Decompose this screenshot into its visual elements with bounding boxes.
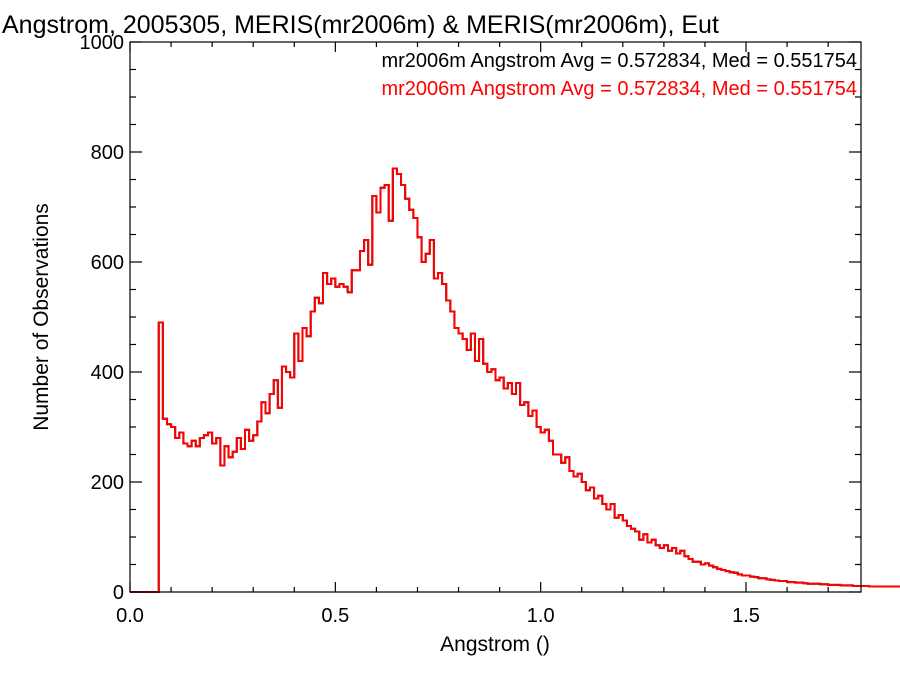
histogram-series-0 bbox=[130, 167, 900, 593]
y-tick-label: 200 bbox=[91, 472, 124, 494]
x-tick-label: 1.0 bbox=[527, 605, 555, 627]
stats-annotation-black: mr2006m Angstrom Avg = 0.572834, Med = 0… bbox=[381, 50, 857, 72]
y-tick-label: 600 bbox=[91, 252, 124, 274]
y-axis-label: Number of Observations bbox=[30, 203, 53, 431]
y-tick-label: 800 bbox=[91, 142, 124, 164]
axis-ticks: 0.0 0.5 1.0 1.5 0 200 400 600 800 1000 bbox=[80, 32, 861, 627]
stats-annotation-red: mr2006m Angstrom Avg = 0.572834, Med = 0… bbox=[381, 78, 857, 100]
y-tick-label: 1000 bbox=[80, 32, 125, 54]
y-tick-label: 0 bbox=[113, 582, 124, 604]
y-tick-label: 400 bbox=[91, 362, 124, 384]
x-tick-label: 1.5 bbox=[732, 605, 760, 627]
x-tick-label: 0.5 bbox=[321, 605, 349, 627]
x-axis-label: Angstrom () bbox=[440, 633, 550, 656]
chart-title: Angstrom, 2005305, MERIS(mr2006m) & MERI… bbox=[2, 11, 719, 39]
series-layer bbox=[130, 167, 900, 593]
x-tick-label: 0.0 bbox=[116, 605, 144, 627]
